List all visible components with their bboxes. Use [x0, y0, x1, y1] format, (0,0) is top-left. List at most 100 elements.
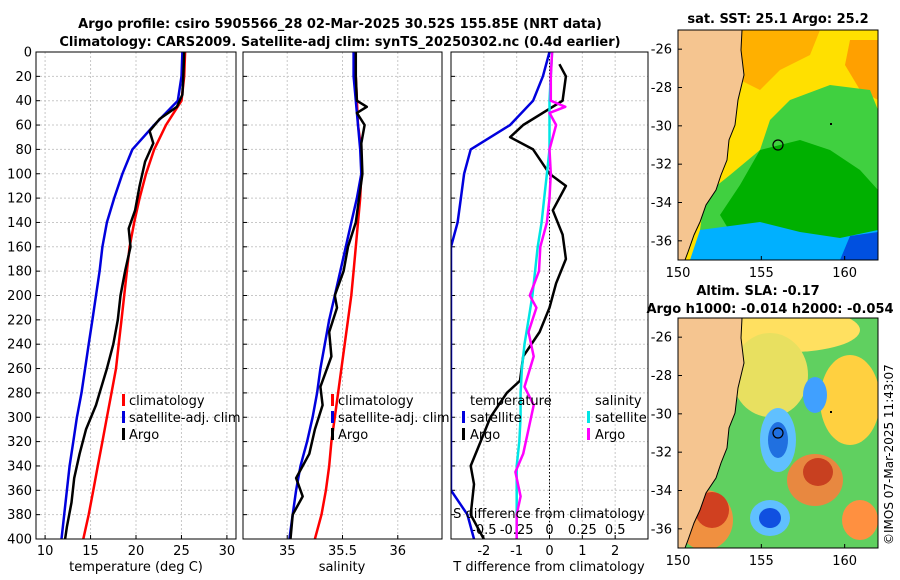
salinity-difference-axis-label: S difference from climatology — [453, 507, 645, 522]
depth-tick-label: 240 — [7, 338, 32, 353]
depth-tick-label: 340 — [7, 459, 32, 474]
depth-tick-label: 320 — [7, 435, 32, 450]
island-marker — [830, 411, 832, 413]
sla-high-anomaly — [820, 355, 878, 445]
map-latitude-label: -34 — [651, 196, 672, 211]
legend-s-argo-label: Argo — [595, 428, 625, 443]
legend-t-satellite-swatch — [462, 411, 465, 423]
depth-tick-label: 160 — [7, 240, 32, 255]
map-longitude-label: 150 — [666, 554, 691, 569]
salinity-series — [288, 52, 369, 539]
map-longitude-label: 155 — [749, 554, 774, 569]
map-longitude-label: 155 — [749, 266, 774, 281]
sla-map-title-line2: Argo h1000: -0.014 h2000: -0.054 — [646, 302, 893, 317]
x-tick-label: 0 — [545, 544, 553, 559]
legend-climatology-label: climatology — [129, 394, 205, 409]
sla-land — [678, 318, 745, 548]
salinity-difference-tick-label: -0.5 — [471, 523, 496, 538]
series-line-satellite-adj-clim — [60, 52, 184, 539]
map-latitude-label: -36 — [651, 234, 672, 249]
x-tick-label: -2 — [477, 544, 490, 559]
legend-argo-label: Argo — [338, 428, 368, 443]
sla-cold-eddy — [759, 508, 781, 528]
x-tick-label: 15 — [82, 544, 99, 559]
sla-map-field — [678, 318, 878, 548]
map-latitude-label: -34 — [651, 484, 672, 499]
sst-map: sat. SST: 25.1 Argo: 25.2 150 155 160 -26 -2… — [651, 12, 879, 281]
island-marker — [830, 123, 832, 125]
map-longitude-label: 160 — [832, 266, 857, 281]
x-tick-label: 35 — [279, 544, 296, 559]
sst-cold-region — [840, 232, 878, 260]
sla-high-anomaly — [732, 333, 808, 417]
sla-map-title-line1: Altim. SLA: -0.17 — [696, 284, 819, 299]
legend-climatology-swatch — [331, 394, 334, 406]
legend-t-argo-label: Argo — [470, 428, 500, 443]
salinity-grid — [243, 51, 442, 540]
x-tick-label: 1 — [578, 544, 586, 559]
salinity-difference-tick-label: 0.5 — [605, 523, 626, 538]
sst-warm-region — [730, 30, 820, 90]
sst-map-title: sat. SST: 25.1 Argo: 25.2 — [687, 12, 868, 27]
salinity-legend: climatology satellite-adj. clim Argo — [331, 394, 450, 443]
legend-satellite-label: satellite-adj. clim — [338, 411, 450, 426]
map-latitude-label: -28 — [651, 369, 672, 384]
sla-warm-eddy — [803, 458, 833, 486]
difference-tick-labels: -2 -1 0 1 2 — [477, 544, 619, 559]
series-line-t-satellite — [451, 52, 551, 539]
series-line-s-argo — [514, 52, 567, 539]
difference-panel: -2 -1 0 1 2 -0.5 -0.25 0 0.25 0.5 T difference f… — [450, 51, 649, 575]
sla-cold-eddy — [768, 422, 788, 458]
series-line-t-argo — [469, 63, 568, 539]
map-latitude-label: -30 — [651, 407, 672, 422]
depth-tick-label: 100 — [7, 167, 32, 182]
difference-series — [451, 52, 568, 539]
sst-land — [678, 30, 745, 260]
salinity-difference-tick-label: 0.25 — [568, 523, 597, 538]
difference-plot-border — [450, 51, 649, 540]
depth-tick-label: 20 — [15, 70, 32, 85]
salinity-plot-border — [242, 51, 443, 540]
map-latitude-label: -30 — [651, 119, 672, 134]
legend-argo-swatch — [122, 428, 125, 440]
legend-s-satellite-label: satellite — [595, 411, 647, 426]
depth-tick-label: 140 — [7, 216, 32, 231]
map-latitude-label: -32 — [651, 446, 672, 461]
series-line-argo — [289, 52, 369, 539]
sst-map-border — [677, 29, 879, 261]
legend-satellite-swatch — [331, 411, 334, 423]
legend-t-satellite-label: satellite — [470, 411, 522, 426]
sst-cold-region — [690, 222, 878, 260]
map-latitude-label: -32 — [651, 158, 672, 173]
temperature-difference-legend: temperature satellite Argo — [462, 394, 552, 443]
difference-axis-label: T difference from climatology — [452, 560, 645, 575]
argo-position-marker — [772, 427, 784, 439]
depth-tick-label: 60 — [15, 119, 32, 134]
temperature-tick-labels: 10 15 20 25 30 — [37, 544, 235, 559]
salinity-axis-label: salinity — [319, 560, 366, 575]
map-longitude-label: 150 — [666, 266, 691, 281]
x-tick-label: 35.5 — [328, 544, 357, 559]
salinity-panel: 35 35.5 36 salinity climatology satellite-… — [242, 51, 450, 575]
sst-warm-region — [845, 40, 878, 100]
temperature-plot-border — [35, 51, 237, 540]
legend-salinity-heading: salinity — [595, 394, 642, 409]
temperature-legend: climatology satellite-adj. clim Argo — [122, 394, 241, 443]
sla-cold-eddy — [803, 377, 827, 413]
temperature-series — [60, 52, 187, 539]
x-tick-label: 30 — [219, 544, 236, 559]
sst-map-axis-labels: 150 155 160 -26 -28 -30 -32 -34 -36 — [651, 43, 857, 281]
x-tick-label: -1 — [510, 544, 523, 559]
series-line-climatology — [82, 52, 187, 539]
salinity-difference-tick-label: 0 — [545, 523, 553, 538]
legend-argo-label: Argo — [129, 428, 159, 443]
sla-warm-eddy — [842, 500, 878, 540]
legend-argo-swatch — [331, 428, 334, 440]
x-tick-label: 25 — [173, 544, 190, 559]
legend-satellite-label: satellite-adj. clim — [129, 411, 241, 426]
legend-climatology-label: climatology — [338, 394, 414, 409]
legend-satellite-swatch — [122, 411, 125, 423]
x-tick-label: 36 — [390, 544, 407, 559]
legend-s-argo-swatch — [587, 428, 590, 440]
depth-tick-label: 80 — [15, 143, 32, 158]
